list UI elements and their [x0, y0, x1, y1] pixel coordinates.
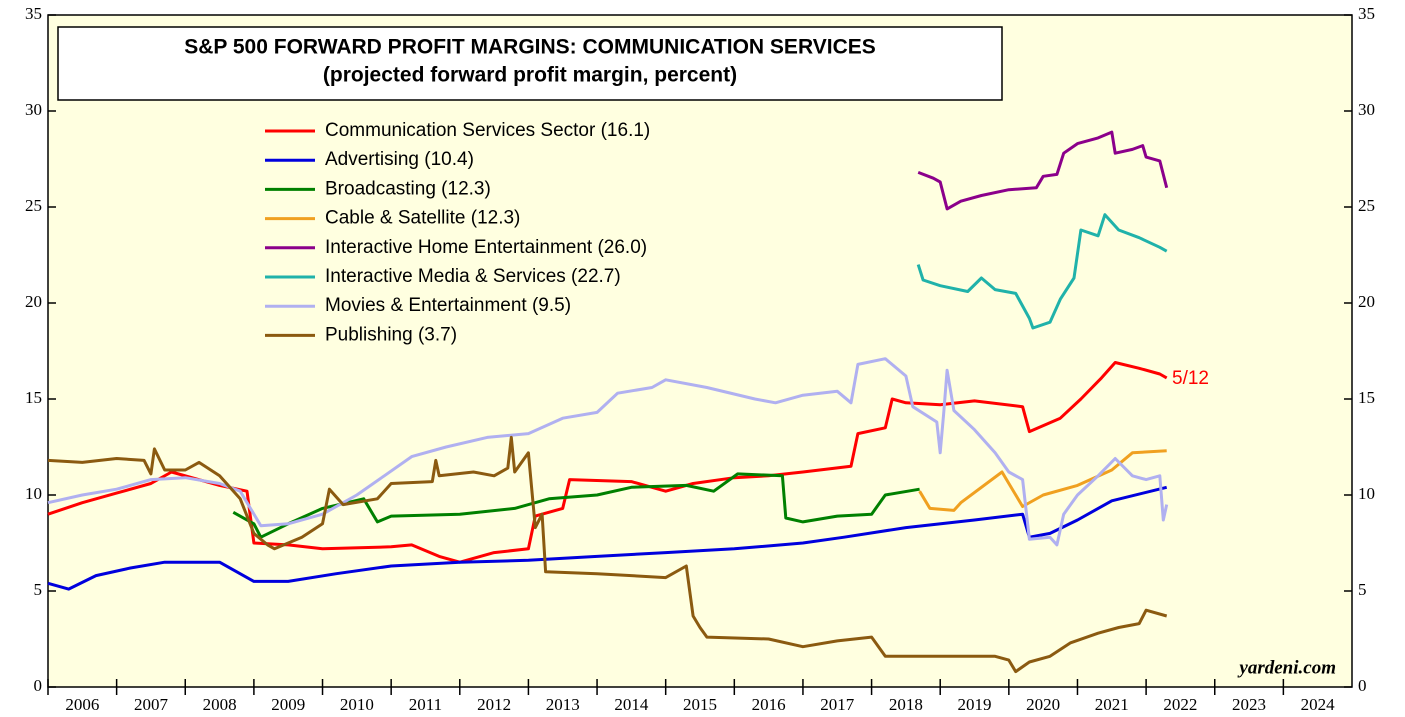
legend-label: Movies & Entertainment (9.5) — [325, 295, 571, 316]
x-tick-label: 2019 — [958, 695, 992, 714]
y2-tick-label: 0 — [1358, 676, 1367, 695]
y-tick-label: 5 — [34, 580, 43, 599]
y-tick-label: 35 — [25, 4, 42, 23]
y2-tick-label: 5 — [1358, 580, 1367, 599]
x-tick-label: 2023 — [1232, 695, 1266, 714]
y-tick-label: 0 — [34, 676, 43, 695]
x-tick-label: 2020 — [1026, 695, 1060, 714]
x-tick-label: 2013 — [546, 695, 580, 714]
y-tick-label: 10 — [25, 484, 42, 503]
legend-label: Interactive Media & Services (22.7) — [325, 266, 621, 287]
legend-label: Communication Services Sector (16.1) — [325, 120, 650, 141]
y-tick-label: 25 — [25, 196, 42, 215]
x-tick-label: 2007 — [134, 695, 169, 714]
title-box — [57, 26, 1003, 101]
legend-label: Broadcasting (12.3) — [325, 178, 491, 199]
x-tick-label: 2016 — [752, 695, 786, 714]
y-tick-label: 15 — [25, 388, 42, 407]
annotation: 5/12 — [1172, 368, 1209, 389]
x-tick-label: 2012 — [477, 695, 511, 714]
y2-tick-label: 30 — [1358, 100, 1375, 119]
x-tick-label: 2011 — [409, 695, 442, 714]
legend-label: Advertising (10.4) — [325, 149, 474, 170]
chart-title: S&P 500 FORWARD PROFIT MARGINS: COMMUNIC… — [184, 36, 876, 59]
series-line — [916, 213, 1168, 330]
series-line — [47, 435, 1168, 674]
y2-tick-label: 10 — [1358, 484, 1375, 503]
legend-label: Cable & Satellite (12.3) — [325, 208, 520, 229]
x-tick-label: 2024 — [1301, 695, 1336, 714]
y2-tick-label: 35 — [1358, 4, 1375, 23]
y-tick-label: 20 — [25, 292, 42, 311]
x-tick-label: 2009 — [271, 695, 305, 714]
x-tick-label: 2022 — [1163, 695, 1197, 714]
x-tick-label: 2017 — [820, 695, 855, 714]
series-line — [232, 472, 920, 539]
y2-tick-label: 25 — [1358, 196, 1375, 215]
series-line — [47, 357, 1169, 547]
x-tick-label: 2015 — [683, 695, 717, 714]
x-tick-label: 2010 — [340, 695, 374, 714]
x-tick-label: 2006 — [65, 695, 99, 714]
x-tick-label: 2014 — [614, 695, 649, 714]
y2-tick-label: 20 — [1358, 292, 1375, 311]
legend-label: Publishing (3.7) — [325, 324, 457, 345]
chart-subtitle: (projected forward profit margin, percen… — [323, 64, 737, 87]
legend-label: Interactive Home Entertainment (26.0) — [325, 237, 647, 258]
plot-area — [47, 14, 1353, 688]
x-tick-label: 2018 — [889, 695, 923, 714]
y-tick-label: 30 — [25, 100, 42, 119]
series-line — [917, 130, 1169, 211]
x-tick-label: 2008 — [203, 695, 237, 714]
source: yardeni.com — [1237, 657, 1336, 678]
y2-tick-label: 15 — [1358, 388, 1375, 407]
x-tick-label: 2021 — [1095, 695, 1129, 714]
series-line — [918, 449, 1167, 512]
